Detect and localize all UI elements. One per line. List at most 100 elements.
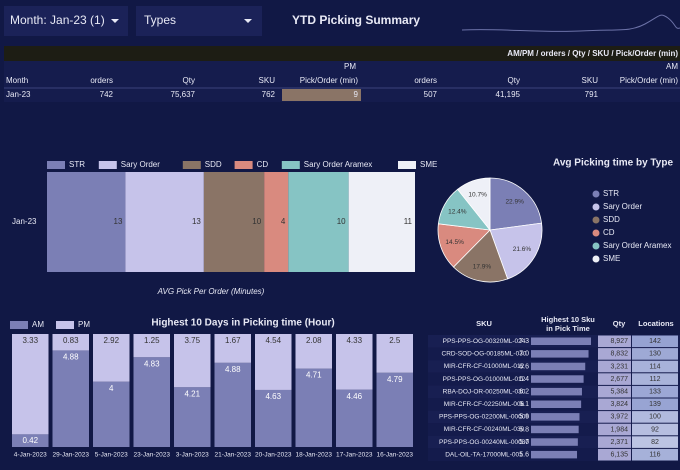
table-header: SKU: [476, 319, 492, 328]
value-label: 4.88: [63, 353, 79, 362]
legend-swatch: [47, 161, 65, 169]
legend-label: SME: [420, 160, 437, 169]
column-segment: [12, 334, 49, 435]
column-segment: [12, 434, 49, 447]
sku-cell: MIR-CFR-CF-01000ML-012: [444, 363, 525, 370]
legend-swatch: [56, 321, 74, 329]
qty-cell-label: 2,677: [610, 376, 628, 383]
pick-time-bar: [531, 362, 586, 371]
content: PM AM Month orders Qty SKU Pick/Order (min) ord…: [4, 62, 680, 461]
pick-time-label: 6.6: [519, 363, 529, 370]
sku-cell: DAL-OIL-TA-17000ML-001: [445, 451, 523, 458]
pick-time-bar: [531, 413, 580, 421]
bar-segment: [288, 172, 349, 272]
qty-cell: [598, 385, 631, 398]
legend-label: Sary Order: [603, 202, 642, 211]
table-header: Pick/Order (min): [300, 76, 359, 85]
caption-strip: [4, 46, 680, 61]
group-label: PM: [344, 62, 356, 71]
x-tick-label: 23-Jan-2023: [134, 452, 171, 459]
column-segment: [174, 387, 211, 447]
locations-label: 82: [651, 439, 659, 446]
sku-cell: MIR-CFR-CF-00240ML-030: [444, 426, 525, 433]
column-segment: [336, 389, 373, 447]
table-header: Highest 10 Sku in Pick Time: [541, 315, 595, 333]
table-header: Qty: [613, 319, 626, 328]
month-filter[interactable]: [4, 6, 128, 36]
value-label: 2.08: [306, 336, 322, 345]
slice-label: 22.9%: [505, 199, 524, 206]
table-header: Qty: [183, 76, 195, 85]
value-label: 4.79: [387, 375, 403, 384]
table-header: Qty: [508, 76, 520, 85]
pick-time-label: 7.3: [519, 338, 529, 345]
locations-cell: [632, 436, 678, 448]
column-segment: [174, 334, 211, 388]
column-segment: [295, 368, 332, 447]
x-tick-label: 16-Jan-2023: [377, 452, 414, 459]
table-cell: 75,637: [171, 90, 196, 99]
legend-label: CD: [603, 228, 615, 237]
value-label: 10: [337, 217, 346, 226]
pick-time-label: 6.4: [519, 376, 529, 383]
column-segment: [52, 334, 89, 351]
x-tick-label: 29-Jan-2023: [53, 452, 90, 459]
table-header: Locations: [638, 319, 673, 328]
value-label: 10: [252, 217, 261, 226]
value-label: 4.54: [265, 336, 281, 345]
legend-swatch: [182, 161, 201, 169]
x-tick-label: 20-Jan-2023: [255, 452, 292, 459]
column-segment: [93, 381, 130, 447]
column-segment: [52, 350, 89, 447]
pick-time-bar: [531, 438, 578, 446]
highlight-cell: [282, 89, 361, 101]
pie-slice: [452, 229, 509, 283]
locations-label: 130: [649, 351, 661, 358]
qty-cell-label: 1,984: [610, 426, 628, 433]
qty-cell-label: 5,384: [610, 389, 628, 396]
column-segment: [133, 334, 170, 358]
locations-label: 112: [649, 376, 660, 383]
legend-swatch: [281, 161, 300, 169]
legend-label: STR: [69, 160, 85, 169]
locations-label: 100: [649, 414, 661, 421]
legend-label: SDD: [205, 160, 222, 169]
qty-cell-label: 3,824: [610, 401, 628, 408]
x-tick-label: 4-Jan-2023: [14, 452, 47, 459]
qty-cell-label: 3,231: [610, 363, 628, 370]
table-header-bg: [428, 315, 680, 333]
column-segment: [255, 389, 292, 447]
table-cell: Jan-23: [6, 90, 31, 99]
column-segment: [214, 334, 251, 363]
value-label: 4: [109, 384, 114, 393]
slice-label: 21.6%: [513, 246, 532, 253]
sku-cell: PPS-PPS-OG-01000ML-012: [443, 376, 526, 383]
qty-cell-label: 8,927: [610, 338, 628, 345]
locations-cell: [632, 348, 678, 360]
qty-cell: [598, 348, 631, 360]
value-label: 4.88: [225, 365, 241, 374]
column-segment: [133, 357, 170, 447]
value-label: 1.67: [225, 336, 241, 345]
sku-cell: RBA-DOJ-OR-00250ML-030: [443, 388, 526, 395]
value-label: 13: [192, 217, 201, 226]
value-label: 2.92: [103, 336, 119, 345]
pick-time-label: 5.8: [519, 426, 529, 433]
table-cell: 41,195: [496, 90, 521, 99]
legend-swatch: [10, 321, 28, 329]
types-filter[interactable]: [136, 6, 262, 36]
table-header: Month: [6, 76, 28, 85]
column-segment: [336, 334, 373, 390]
sparkline: [461, 14, 680, 32]
month-filter-label[interactable]: Month: Jan-23 (1): [10, 13, 105, 27]
legend-label: Sary Order Aramex: [603, 241, 671, 250]
pick-time-bar: [531, 400, 582, 408]
table-cell: 742: [100, 90, 114, 99]
sku-cell: PPS-PPS-OG-00240ML-00030: [439, 439, 529, 446]
types-filter-label[interactable]: Types: [144, 13, 176, 27]
dashboard-title: YTD Picking Summary: [292, 13, 420, 27]
chart-title: Highest 10 Days in Picking time (Hour): [151, 318, 334, 329]
value-label: 4.83: [144, 359, 160, 368]
pick-time-bar: [531, 450, 578, 459]
x-tick-label: 17-Jan-2023: [336, 452, 373, 459]
